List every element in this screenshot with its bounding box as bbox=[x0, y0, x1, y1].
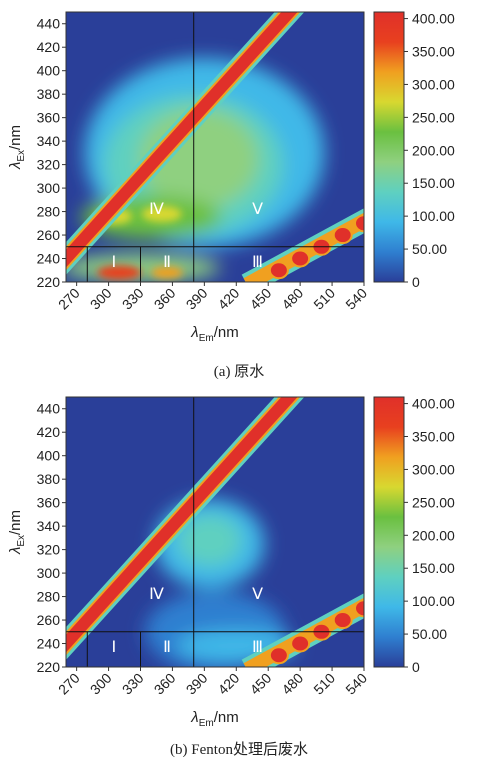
region-label: Ⅴ bbox=[252, 201, 263, 218]
heatmap-a: Ⅰ Ⅱ Ⅲ Ⅳ Ⅴ 220 240 260 280 300 320 340 360 380 400 420 44… bbox=[7, 11, 455, 344]
colorbar-tick-label: 400.00 bbox=[412, 396, 455, 412]
colorbar-tick-label: 150.00 bbox=[412, 560, 455, 576]
y-axis-label: λEx/nm bbox=[7, 510, 27, 555]
y-tick-label: 340 bbox=[37, 518, 61, 534]
x-axis-label: λEm/nm bbox=[190, 324, 238, 344]
y-axis-label: λEx/nm bbox=[7, 125, 27, 170]
scatter-dot bbox=[268, 261, 289, 280]
region-label: Ⅳ bbox=[149, 586, 164, 603]
scatter-dot bbox=[268, 646, 289, 665]
x-tick-label: 420 bbox=[215, 285, 243, 313]
region-label: Ⅰ bbox=[112, 254, 117, 271]
scatter-dot bbox=[354, 599, 364, 618]
colorbar-tick-label: 300.00 bbox=[412, 76, 455, 92]
y-tick-label: 400 bbox=[37, 63, 61, 79]
colorbar-tick-label: 0 bbox=[412, 659, 420, 675]
x-tick-label: 510 bbox=[310, 285, 338, 313]
x-tick-label: 540 bbox=[342, 285, 370, 313]
y-tick-label: 220 bbox=[37, 274, 61, 290]
colorbar-tick-label: 0 bbox=[412, 274, 420, 290]
region-label: Ⅳ bbox=[149, 201, 164, 218]
colorbar bbox=[373, 11, 405, 283]
scatter-dot bbox=[290, 634, 311, 653]
panel-b: Ⅰ Ⅱ Ⅲ Ⅳ Ⅴ 220 240 260 280 300 320 340 360 380 400 420 44… bbox=[0, 385, 478, 735]
x-tick-label: 390 bbox=[183, 285, 211, 313]
region-label: Ⅱ bbox=[163, 254, 171, 271]
x-axis-label: λEm/nm bbox=[190, 709, 238, 729]
colorbar-tick-label: 200.00 bbox=[412, 527, 455, 543]
scatter-dot bbox=[332, 226, 353, 245]
colorbar-tick-label: 50.00 bbox=[412, 241, 447, 257]
colorbar-tick-label: 100.00 bbox=[412, 208, 455, 224]
plot-area bbox=[66, 397, 364, 667]
x-tick-label: 330 bbox=[119, 670, 147, 698]
colorbar-tick-label: 350.00 bbox=[412, 429, 455, 445]
x-tick-label: 300 bbox=[87, 670, 115, 698]
colorbar-tick-label: 250.00 bbox=[412, 494, 455, 510]
panel-a: Ⅰ Ⅱ Ⅲ Ⅳ Ⅴ 220 240 260 280 300 320 340 360 380 400 420 44… bbox=[0, 0, 478, 380]
x-tick-label: 480 bbox=[278, 670, 306, 698]
scatter-dot bbox=[354, 214, 364, 233]
y-tick-label: 340 bbox=[37, 133, 61, 149]
x-tick-label: 480 bbox=[278, 285, 306, 313]
x-tick-label: 360 bbox=[151, 670, 179, 698]
colorbar-tick-label: 200.00 bbox=[412, 142, 455, 158]
y-tick-label: 440 bbox=[37, 401, 61, 417]
colorbar-tick-label: 150.00 bbox=[412, 175, 455, 191]
colorbar-tick-label: 400.00 bbox=[412, 11, 455, 27]
colorbar bbox=[373, 396, 405, 668]
colorbar-tick-label: 350.00 bbox=[412, 44, 455, 60]
y-tick-label: 380 bbox=[37, 471, 61, 487]
y-tick-label: 320 bbox=[37, 157, 61, 173]
x-tick-label: 450 bbox=[247, 285, 275, 313]
caption-b: (b) Fenton处理后废水 bbox=[170, 742, 308, 758]
y-tick-label: 360 bbox=[37, 110, 61, 126]
x-tick-label: 450 bbox=[247, 670, 275, 698]
y-tick-label: 220 bbox=[37, 659, 61, 675]
y-tick-label: 360 bbox=[37, 495, 61, 511]
y-tick-label: 420 bbox=[37, 39, 61, 55]
region-label: Ⅲ bbox=[252, 639, 263, 656]
y-tick-label: 400 bbox=[37, 448, 61, 464]
colorbar-tick-label: 250.00 bbox=[412, 109, 455, 125]
rayleigh-band bbox=[66, 397, 305, 660]
x-tick-label: 420 bbox=[215, 670, 243, 698]
region-label: Ⅲ bbox=[252, 254, 263, 271]
y-tick-label: 440 bbox=[37, 16, 61, 32]
x-tick-label: 510 bbox=[310, 670, 338, 698]
y-tick-label: 300 bbox=[37, 180, 61, 196]
region-dividers bbox=[66, 12, 364, 282]
region-dividers bbox=[66, 397, 364, 667]
colorbar-tick-label: 50.00 bbox=[412, 626, 447, 642]
region-label: Ⅱ bbox=[163, 639, 171, 656]
rayleigh-band bbox=[66, 12, 305, 275]
plot-frame bbox=[65, 11, 365, 283]
y-tick-label: 300 bbox=[37, 565, 61, 581]
y-tick-label: 280 bbox=[37, 204, 61, 220]
y-tick-label: 420 bbox=[37, 424, 61, 440]
x-tick-label: 360 bbox=[151, 285, 179, 313]
x-tick-label: 390 bbox=[183, 670, 211, 698]
y-tick-label: 260 bbox=[37, 227, 61, 243]
scatter-dot bbox=[290, 249, 311, 268]
y-tick-label: 380 bbox=[37, 86, 61, 102]
region-label: Ⅴ bbox=[252, 586, 263, 603]
region-label: Ⅰ bbox=[112, 639, 117, 656]
caption-a: (a) 原水 bbox=[213, 364, 265, 380]
y-tick-label: 320 bbox=[37, 542, 61, 558]
y-tick-label: 240 bbox=[37, 636, 61, 652]
x-tick-label: 330 bbox=[119, 285, 147, 313]
y-tick-label: 240 bbox=[37, 251, 61, 267]
y-tick-label: 260 bbox=[37, 612, 61, 628]
colorbar-tick-label: 300.00 bbox=[412, 461, 455, 477]
colorbar-tick-label: 100.00 bbox=[412, 593, 455, 609]
heatmap-b: Ⅰ Ⅱ Ⅲ Ⅳ Ⅴ 220 240 260 280 300 320 340 360 380 400 420 44… bbox=[7, 396, 455, 729]
y-tick-label: 280 bbox=[37, 589, 61, 605]
x-tick-label: 300 bbox=[87, 285, 115, 313]
x-tick-label: 540 bbox=[342, 670, 370, 698]
plot-area bbox=[66, 12, 364, 282]
plot-frame bbox=[65, 396, 365, 668]
scatter-dot bbox=[332, 611, 353, 630]
